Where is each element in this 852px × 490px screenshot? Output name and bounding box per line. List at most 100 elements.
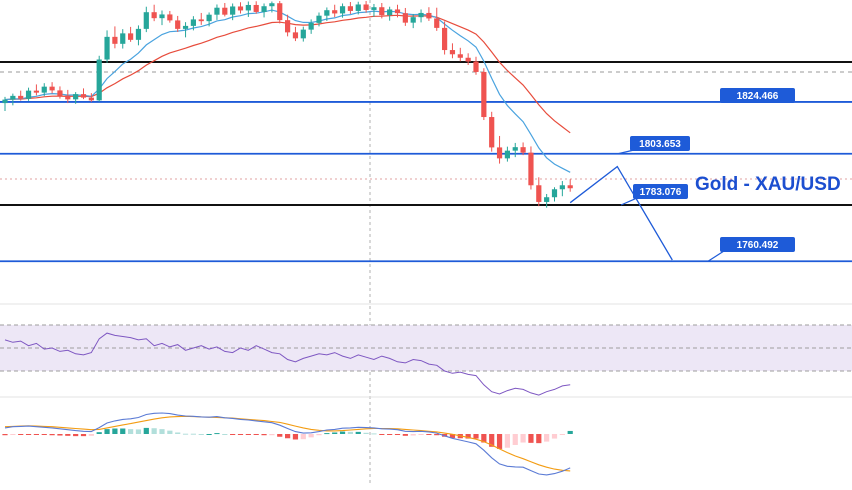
candle xyxy=(497,136,502,164)
macd-histogram-bar xyxy=(10,434,15,435)
macd-histogram-bar xyxy=(167,431,172,434)
macd-histogram-bar xyxy=(104,429,109,434)
rsi-panel xyxy=(0,325,852,395)
candle-body xyxy=(426,13,431,18)
candle xyxy=(387,7,392,21)
macd-histogram-bar xyxy=(34,434,39,435)
candle-body xyxy=(473,62,478,72)
macd-histogram-bar xyxy=(207,434,212,435)
macd-histogram-bar xyxy=(128,429,133,434)
macd-histogram-bar xyxy=(159,429,164,434)
candle-body xyxy=(254,5,259,12)
candle-body xyxy=(191,19,196,25)
candle-body xyxy=(560,185,565,189)
macd-signal-line xyxy=(5,416,570,471)
candle xyxy=(222,3,227,16)
candle xyxy=(254,1,259,13)
candle-body xyxy=(568,185,573,188)
macd-histogram-bar xyxy=(426,434,431,435)
macd-histogram-bar xyxy=(254,434,259,435)
level-label-1803.653: 1803.653 xyxy=(639,139,681,150)
level-label-1760.492: 1760.492 xyxy=(737,240,779,251)
candle xyxy=(144,7,149,32)
candle-body xyxy=(183,26,188,29)
candle xyxy=(293,27,298,41)
candle xyxy=(285,15,290,37)
macd-histogram-bar xyxy=(309,434,314,437)
candle xyxy=(175,16,180,32)
macd-histogram-bar xyxy=(246,434,251,435)
candle-body xyxy=(207,15,212,21)
macd-histogram-bar xyxy=(191,434,196,435)
candle-body xyxy=(199,19,204,21)
projection-path xyxy=(570,167,672,260)
candle-body xyxy=(18,96,23,99)
candle-body xyxy=(348,6,353,11)
candle-body xyxy=(293,32,298,38)
candle-body xyxy=(136,29,141,40)
macd-histogram-bar xyxy=(238,434,243,435)
candle-body xyxy=(387,9,392,15)
macd-histogram-bar xyxy=(513,434,518,445)
candle-body xyxy=(73,94,78,99)
macd-histogram-bar xyxy=(183,434,188,435)
candle-body xyxy=(309,23,314,30)
candle-body xyxy=(466,58,471,62)
macd-histogram-bar xyxy=(293,434,298,439)
macd-histogram-bar xyxy=(528,434,533,443)
candle xyxy=(418,9,423,22)
candle xyxy=(159,10,164,25)
candle-body xyxy=(42,87,47,93)
candle xyxy=(442,21,447,54)
macd-histogram-bar xyxy=(277,434,282,437)
macd-histogram-bar xyxy=(418,434,423,435)
macd-panel xyxy=(2,413,572,475)
candle-body xyxy=(2,100,7,103)
candle xyxy=(536,177,541,206)
macd-histogram-bar xyxy=(50,434,55,435)
candle-body xyxy=(481,72,486,117)
candle-body xyxy=(489,117,494,147)
macd-histogram-bar xyxy=(199,434,204,435)
candle xyxy=(238,2,243,13)
candle-body xyxy=(458,54,463,57)
macd-histogram-bar xyxy=(81,434,86,436)
macd-histogram-bar xyxy=(97,432,102,434)
candle xyxy=(560,181,565,196)
macd-histogram-bar xyxy=(57,434,62,436)
macd-histogram-bar xyxy=(379,434,384,435)
candle-body xyxy=(269,3,274,6)
candle-body xyxy=(144,12,149,29)
candle-body xyxy=(434,18,439,27)
candle xyxy=(426,7,431,21)
candle-body xyxy=(497,147,502,158)
candle-body xyxy=(356,4,361,10)
candle xyxy=(364,1,369,13)
candle-body xyxy=(324,10,329,15)
candle-body xyxy=(261,6,266,12)
candle xyxy=(214,4,219,19)
macd-histogram-bar xyxy=(371,433,376,434)
candle-body xyxy=(10,96,15,100)
candle xyxy=(152,5,157,21)
macd-histogram-bar xyxy=(521,434,526,443)
candle xyxy=(10,94,15,106)
candle-body xyxy=(371,7,376,10)
candle xyxy=(261,3,266,17)
candle-body xyxy=(152,12,157,18)
candle-body xyxy=(544,197,549,202)
candle xyxy=(34,84,39,95)
candle xyxy=(167,11,172,23)
candle xyxy=(513,143,518,157)
macd-histogram-bar xyxy=(340,432,345,434)
candle-body xyxy=(316,16,321,23)
candle-body xyxy=(403,13,408,22)
macd-histogram-bar xyxy=(356,432,361,434)
candle xyxy=(199,13,204,25)
candle xyxy=(434,8,439,31)
candle-body xyxy=(97,60,102,101)
macd-histogram-bar xyxy=(144,428,149,434)
candle-body xyxy=(175,20,180,28)
